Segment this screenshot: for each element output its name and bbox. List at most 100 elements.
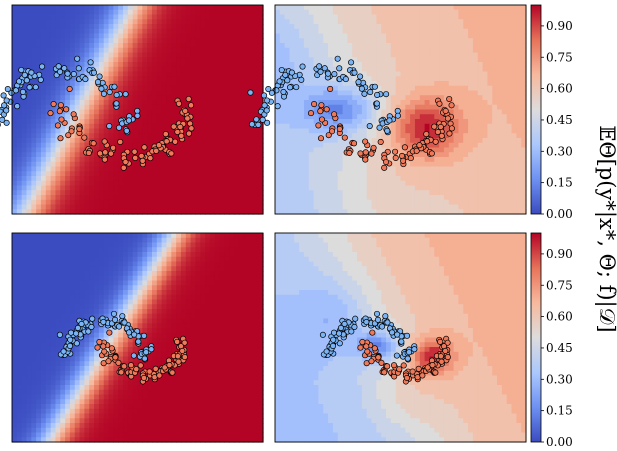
heatmap-cell — [103, 66, 110, 73]
heatmap-cell — [501, 152, 508, 158]
heatmap-cell — [458, 161, 464, 168]
heatmap-cell — [209, 76, 216, 82]
heatmap-cell — [60, 176, 66, 182]
heatmap-cell — [289, 5, 295, 11]
heatmap-cell — [472, 9, 479, 16]
heatmap-cell — [366, 28, 373, 35]
heatmap-cell — [492, 19, 498, 25]
data-point-class-0 — [16, 78, 23, 85]
heatmap-cell — [352, 76, 358, 82]
heatmap-cell — [497, 147, 503, 153]
heatmap-cell — [205, 171, 211, 177]
heatmap-cell — [238, 95, 245, 101]
heatmap-cell — [132, 104, 139, 111]
heatmap-cell — [185, 190, 192, 196]
heatmap-cell — [279, 147, 286, 153]
heatmap-cell — [36, 157, 42, 163]
heatmap-cell — [458, 9, 464, 16]
heatmap-cell — [303, 104, 310, 111]
heatmap-cell — [405, 190, 411, 196]
data-point-class-0 — [325, 70, 332, 77]
heatmap-cell — [284, 204, 291, 210]
heatmap-cell — [60, 128, 66, 134]
heatmap-cell — [190, 142, 197, 149]
heatmap-cell — [118, 14, 124, 20]
heatmap-cell — [36, 109, 42, 115]
heatmap-cell — [279, 190, 286, 196]
heatmap-cell — [506, 157, 513, 163]
heatmap-cell — [21, 161, 28, 168]
heatmap-cell — [419, 5, 426, 11]
heatmap-cell — [414, 204, 421, 210]
heatmap-cell — [328, 142, 334, 149]
heatmap-cell — [118, 62, 124, 68]
heatmap-cell — [313, 62, 320, 68]
heatmap-cell — [448, 180, 455, 187]
heatmap-cell — [84, 185, 90, 191]
heatmap-cell — [238, 161, 245, 168]
heatmap-cell — [323, 100, 329, 106]
heatmap-cell — [26, 38, 32, 44]
heatmap-cell — [313, 133, 320, 139]
heatmap-cell — [94, 133, 100, 139]
heatmap-cell — [94, 176, 100, 182]
heatmap-cell — [279, 57, 286, 63]
heatmap-cell — [79, 57, 86, 63]
data-point-class-0 — [334, 55, 341, 62]
heatmap-cell — [477, 28, 484, 35]
heatmap-cell — [448, 28, 455, 35]
heatmap-cell — [303, 142, 310, 149]
heatmap-cell — [166, 33, 172, 39]
heatmap-cell — [434, 14, 440, 20]
heatmap-cell — [381, 76, 387, 82]
heatmap-cell — [492, 85, 498, 92]
heatmap-cell — [55, 81, 61, 87]
heatmap-cell — [161, 176, 168, 182]
heatmap-cell — [214, 142, 221, 149]
heatmap-cell — [313, 52, 320, 58]
heatmap-cell — [279, 109, 286, 115]
heatmap-cell — [123, 33, 129, 39]
heatmap-cell — [414, 185, 421, 191]
heatmap-cell — [103, 9, 110, 16]
heatmap-cell — [98, 199, 105, 206]
heatmap-cell — [40, 43, 47, 49]
heatmap-cell — [79, 166, 86, 172]
heatmap-cell — [147, 24, 153, 30]
heatmap-cell — [405, 52, 411, 58]
heatmap-cell — [477, 104, 484, 111]
heatmap-cell — [253, 138, 259, 144]
heatmap-cell — [400, 128, 406, 134]
heatmap-cell — [386, 24, 392, 30]
heatmap-cell — [69, 147, 76, 153]
heatmap-cell — [352, 85, 358, 92]
heatmap-cell — [12, 123, 18, 130]
heatmap-cell — [458, 109, 464, 115]
heatmap-cell — [439, 33, 445, 39]
heatmap-cell — [487, 209, 493, 215]
heatmap-cell — [405, 100, 411, 106]
heatmap-cell — [185, 43, 192, 49]
heatmap-cell — [36, 119, 42, 125]
heatmap-cell — [516, 119, 522, 125]
heatmap-cell — [472, 190, 479, 196]
heatmap-cell — [132, 180, 139, 187]
heatmap-cell — [506, 185, 513, 191]
heatmap-cell — [448, 147, 455, 153]
heatmap-cell — [234, 157, 240, 163]
heatmap-cell — [65, 152, 71, 158]
heatmap-cell — [289, 147, 295, 153]
heatmap-cell — [238, 47, 245, 54]
heatmap-cell — [224, 47, 230, 54]
heatmap-cell — [31, 114, 37, 120]
heatmap-cell — [195, 123, 201, 130]
heatmap-cell — [195, 209, 201, 215]
heatmap-cell — [31, 233, 37, 239]
heatmap-cell — [142, 90, 148, 96]
heatmap-cell — [156, 190, 163, 196]
heatmap-cell — [303, 100, 310, 106]
heatmap-cell — [65, 5, 71, 11]
heatmap-cell — [118, 161, 124, 168]
heatmap-cell — [400, 100, 406, 106]
heatmap-cell — [50, 114, 57, 120]
